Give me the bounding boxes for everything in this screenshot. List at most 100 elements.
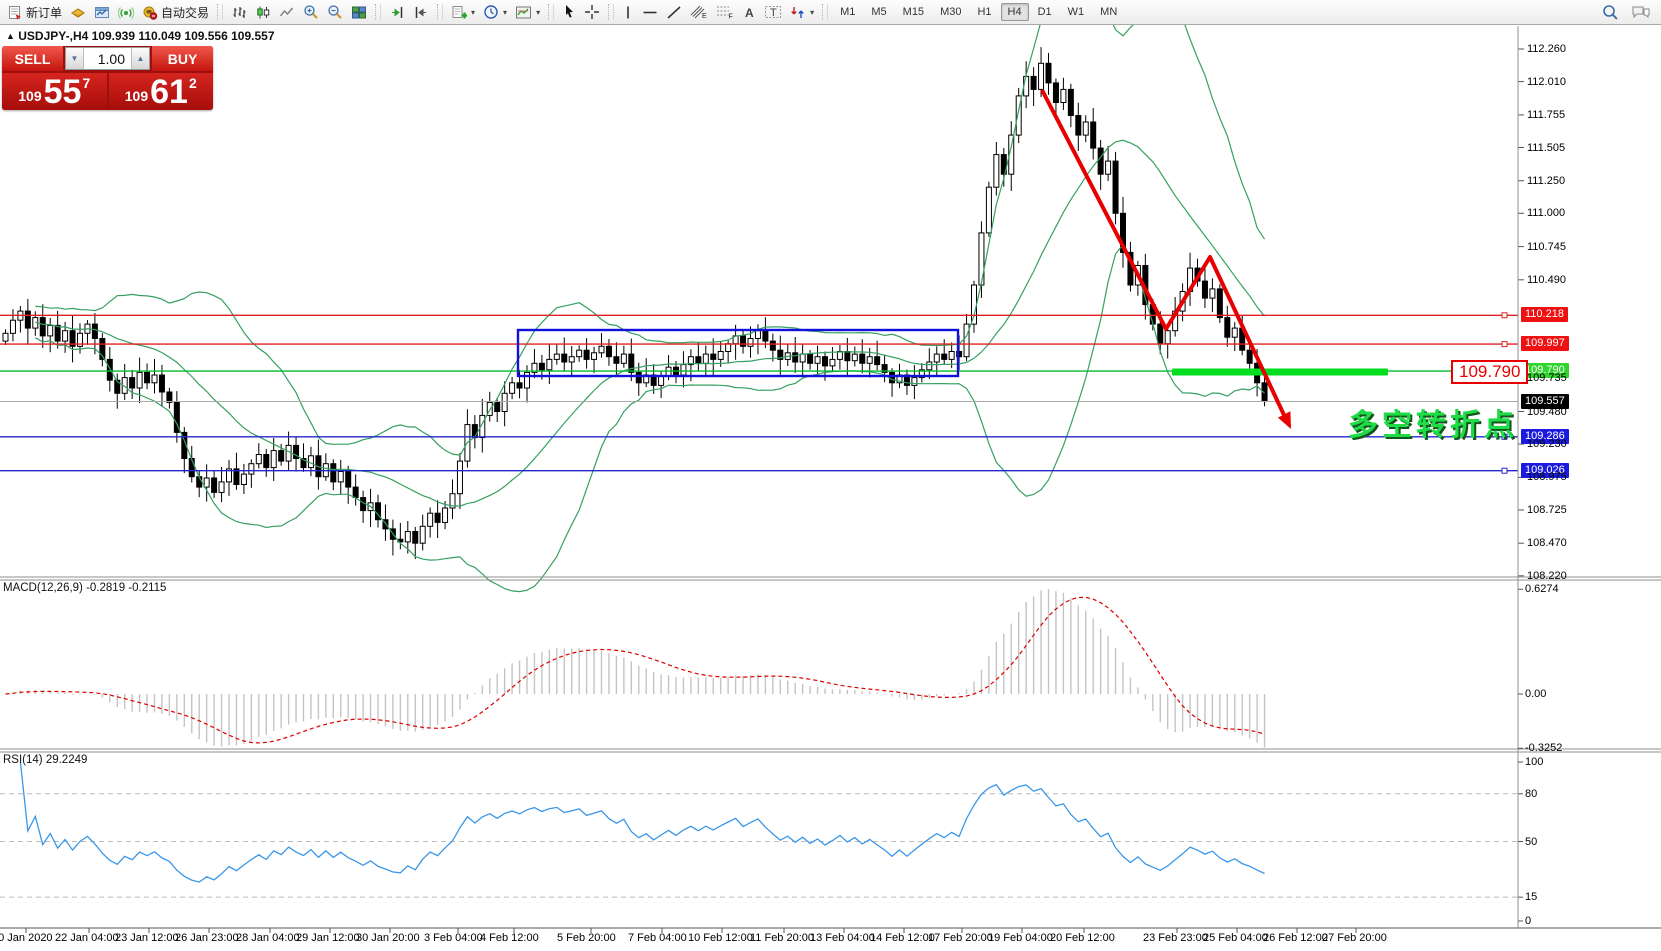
equidistant-channel-tool[interactable]: E [686,1,712,23]
fibonacci-tool[interactable]: F [712,1,738,23]
horizontal-line-icon [643,11,657,13]
horizontal-line-tool[interactable] [638,1,662,23]
data-window-icon [95,6,110,18]
crosshair-tool-button[interactable] [580,1,604,23]
candle-chart-icon [257,6,270,18]
signal-button[interactable] [114,1,138,23]
volume-input[interactable]: 1.00 [97,50,125,67]
chart-shift-icon [415,6,427,18]
period-selector-button[interactable]: ▾ [479,1,511,23]
arrows-tool[interactable]: ▾ [786,1,818,23]
line-chart-icon [279,7,294,16]
toolbar-separator [548,4,555,20]
candle-chart-type-button[interactable] [251,1,275,23]
chat-icon[interactable] [1631,4,1651,20]
vertical-line-tool[interactable] [618,1,638,23]
clock-icon [484,5,498,19]
sell-price-big: 55 [43,73,82,110]
add-indicator-icon [452,5,468,18]
new-order-icon [9,5,21,20]
tile-windows-button[interactable] [347,1,371,23]
channel-icon: E [690,5,707,20]
label-glyph: T [770,7,777,19]
cursor-tool-button[interactable] [558,1,580,23]
search-icon[interactable] [1602,4,1619,21]
toolbar-separator [437,4,444,20]
sell-price-base: 109 [18,88,42,104]
toolbar-right [1602,4,1657,21]
dropdown-caret: ▾ [503,7,508,17]
cursor-icon [566,5,574,18]
one-click-trading-panel: SELL ▼ 1.00 ▲ BUY 109 55 7 109 61 2 [2,46,213,110]
signal-icon [118,6,135,19]
tab-timeframe-m15[interactable]: M15 [902,6,925,18]
zoom-in-button[interactable] [299,1,323,23]
tab-timeframe-h4[interactable]: H4 [1000,3,1029,21]
tab-timeframe-m1[interactable]: M1 [840,6,856,18]
trendline-tool[interactable] [662,1,686,23]
chart-shift-button[interactable] [409,1,433,23]
toolbar: 新订单 自动交易 [0,0,1661,25]
label-tool[interactable]: T [760,1,786,23]
text-icon: A [745,6,754,20]
fibo-glyph: F [729,14,733,21]
timeframe-group: M1 M5 M15 M30 H1 H4 D1 W1 MN [832,3,1125,21]
auto-scroll-icon [392,6,403,18]
buy-price[interactable]: 109 61 2 [108,73,213,110]
buy-button[interactable]: BUY [152,46,213,71]
text-tool[interactable]: A [738,1,760,23]
buy-price-base: 109 [124,88,149,104]
auto-scroll-button[interactable] [385,1,409,23]
tab-timeframe-mn[interactable]: MN [1100,6,1118,18]
zoom-out-icon [328,5,342,19]
rsi-indicator-label: RSI(14) 29.2249 [3,754,88,766]
toolbar-separator [608,4,615,20]
tab-timeframe-w1[interactable]: W1 [1067,6,1085,18]
volume-stepper: ▼ 1.00 ▲ [65,47,150,70]
market-depth-button[interactable] [66,1,90,23]
tab-timeframe-m5[interactable]: M5 [871,6,887,18]
label-icon: T [765,6,782,19]
buy-price-pip: 2 [188,75,197,91]
data-window-button[interactable] [90,1,114,23]
arrows-icon [791,6,804,18]
crosshair-icon [585,5,600,19]
dropdown-caret: ▾ [536,7,541,17]
new-order-button[interactable]: 新订单 [4,1,66,23]
volume-decrease-button[interactable]: ▼ [66,48,84,69]
zoom-in-icon [304,5,318,19]
macd-indicator-label: MACD(12,26,9) -0.2819 -0.2115 [3,582,167,594]
line-chart-type-button[interactable] [275,1,299,23]
vertical-line-icon [627,6,629,18]
sell-price[interactable]: 109 55 7 [2,73,107,110]
template-button[interactable]: ▾ [511,1,544,23]
volume-increase-button[interactable]: ▲ [131,48,149,69]
symbol-ohlc-values: 109.939 110.049 109.556 109.557 [91,29,275,43]
turning-point-annotation: 多空转折点 [1348,409,1518,442]
add-indicator-button[interactable]: ▾ [447,1,479,23]
template-icon [516,6,532,18]
channel-glyph: E [702,13,707,20]
fibonacci-icon: F [717,6,733,21]
auto-trading-icon [143,6,158,20]
dropdown-caret: ▾ [810,7,815,17]
tab-timeframe-d1[interactable]: D1 [1037,6,1052,18]
symbol-name: USDJPY-,H4 [18,29,89,43]
bar-chart-type-button[interactable] [227,1,251,23]
sell-price-pip: 7 [82,75,91,91]
bar-chart-icon [233,6,246,18]
buy-price-big: 61 [150,73,188,110]
tab-timeframe-m30[interactable]: M30 [940,6,962,18]
price-callout-label[interactable]: 109.790 [1451,360,1529,384]
auto-trading-button[interactable]: 自动交易 [138,1,213,23]
symbol-marker-icon: ▲ [6,31,15,41]
toolbar-separator [375,4,382,20]
zoom-out-button[interactable] [323,1,347,23]
new-order-label: 新订单 [26,5,63,20]
text-glyph: A [745,6,754,20]
sell-button[interactable]: SELL [2,46,63,71]
gold-book-icon [71,7,85,18]
tab-timeframe-h1[interactable]: H1 [977,6,992,18]
